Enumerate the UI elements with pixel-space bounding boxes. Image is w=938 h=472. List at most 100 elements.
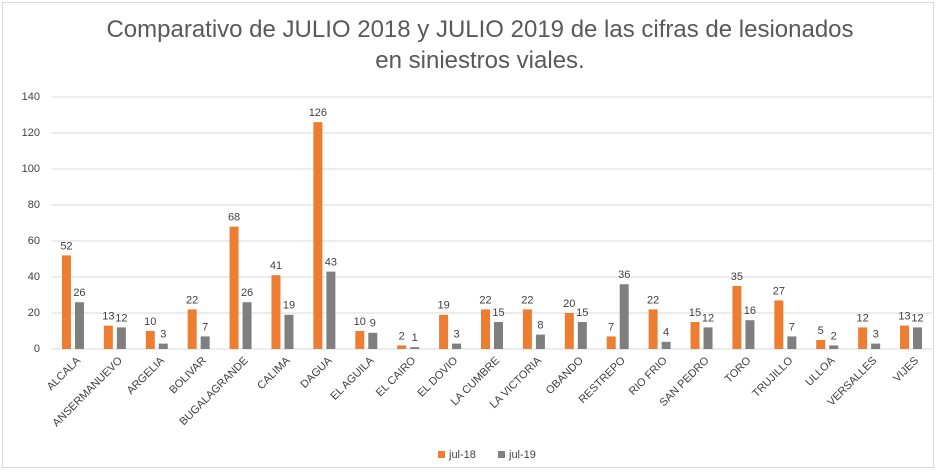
data-label: 35 (731, 271, 743, 283)
x-tick-label: VIJES (891, 355, 921, 385)
data-label: 22 (521, 294, 533, 306)
bar (410, 347, 420, 349)
bar (690, 322, 700, 349)
data-label: 22 (479, 294, 491, 306)
bar (271, 275, 281, 349)
y-tick-label: 40 (28, 271, 40, 283)
data-label: 2 (399, 330, 405, 342)
bar (522, 309, 532, 349)
data-label: 2 (831, 330, 837, 342)
data-label: 16 (744, 305, 756, 317)
x-tick-label: ARGELIA (125, 354, 168, 397)
data-label: 27 (773, 285, 785, 297)
bar (200, 336, 210, 349)
bar (481, 309, 490, 349)
x-tick-label: ALCALA (45, 354, 84, 393)
data-label: 19 (437, 300, 449, 312)
bar (242, 302, 252, 349)
data-label: 10 (144, 316, 156, 328)
data-label: 15 (576, 307, 588, 319)
data-label: 7 (608, 321, 614, 333)
data-label: 41 (270, 260, 282, 272)
bar (858, 327, 868, 349)
bar (145, 331, 155, 349)
data-label: 22 (186, 294, 198, 306)
x-tick-label: OBANDO (544, 354, 587, 397)
y-tick-label: 120 (22, 127, 40, 139)
data-label: 12 (115, 312, 127, 324)
bar (439, 314, 449, 349)
bar (397, 345, 407, 349)
data-label: 19 (283, 300, 295, 312)
legend-label: jul-19 (508, 449, 536, 461)
y-tick-label: 80 (28, 199, 40, 211)
x-tick-label: EL DOVIO (415, 354, 460, 399)
data-label: 7 (202, 321, 208, 333)
bar (61, 255, 71, 349)
data-label: 10 (354, 316, 366, 328)
x-tick-label: TRUJILLO (750, 354, 796, 400)
bar (703, 327, 713, 349)
y-tick-label: 140 (22, 91, 40, 103)
x-tick-label: EL AGUILA (328, 354, 376, 402)
data-label: 12 (911, 312, 923, 324)
bar (732, 286, 742, 349)
bar (648, 309, 658, 349)
data-label: 13 (102, 311, 114, 323)
data-label: 26 (73, 287, 85, 299)
data-label: 8 (537, 320, 543, 332)
data-label: 3 (160, 329, 166, 341)
x-tick-label: EL CAIRO (374, 354, 419, 399)
bar (229, 226, 239, 349)
y-tick-label: 60 (28, 235, 40, 247)
data-label: 5 (818, 325, 824, 337)
x-tick-label: ULLOA (803, 354, 837, 388)
bar (284, 314, 294, 349)
bar (577, 322, 587, 349)
data-label: 3 (873, 329, 879, 341)
bar (313, 122, 323, 349)
bar (774, 300, 784, 349)
x-tick-label: CALIMA (255, 354, 293, 392)
x-tick-label: TORO (723, 354, 754, 385)
data-label: 22 (647, 294, 659, 306)
bar (913, 327, 923, 349)
data-label: 26 (241, 287, 253, 299)
bar (745, 320, 755, 349)
data-label: 7 (789, 321, 795, 333)
bar (103, 325, 113, 349)
legend-swatch (438, 451, 445, 458)
bar (787, 336, 797, 349)
legend-swatch (498, 451, 505, 458)
data-label: 12 (857, 312, 869, 324)
data-label: 4 (663, 327, 669, 339)
x-tick-label: DAGUA (298, 354, 335, 391)
bar (355, 331, 365, 349)
bar (535, 334, 545, 349)
data-label: 20 (563, 298, 575, 310)
bar (606, 336, 616, 349)
data-label: 15 (492, 307, 504, 319)
bar (871, 343, 881, 349)
bar (661, 341, 671, 349)
x-tick-label: RIO FRIO (627, 354, 670, 397)
bar (494, 322, 503, 349)
bar (564, 313, 574, 349)
data-label: 12 (702, 312, 714, 324)
data-label: 3 (454, 329, 460, 341)
bar (816, 340, 826, 349)
x-tick-label: ANSERMANUEVO (50, 354, 125, 429)
bar (158, 343, 168, 349)
y-tick-label: 100 (22, 163, 40, 175)
bar (619, 284, 629, 349)
bar (829, 345, 839, 349)
y-tick-label: 0 (34, 343, 40, 355)
bar (452, 343, 462, 349)
data-label: 36 (618, 269, 630, 281)
data-label: 68 (228, 212, 240, 224)
data-label: 52 (60, 240, 72, 252)
data-label: 15 (689, 307, 701, 319)
data-label: 13 (898, 311, 910, 323)
